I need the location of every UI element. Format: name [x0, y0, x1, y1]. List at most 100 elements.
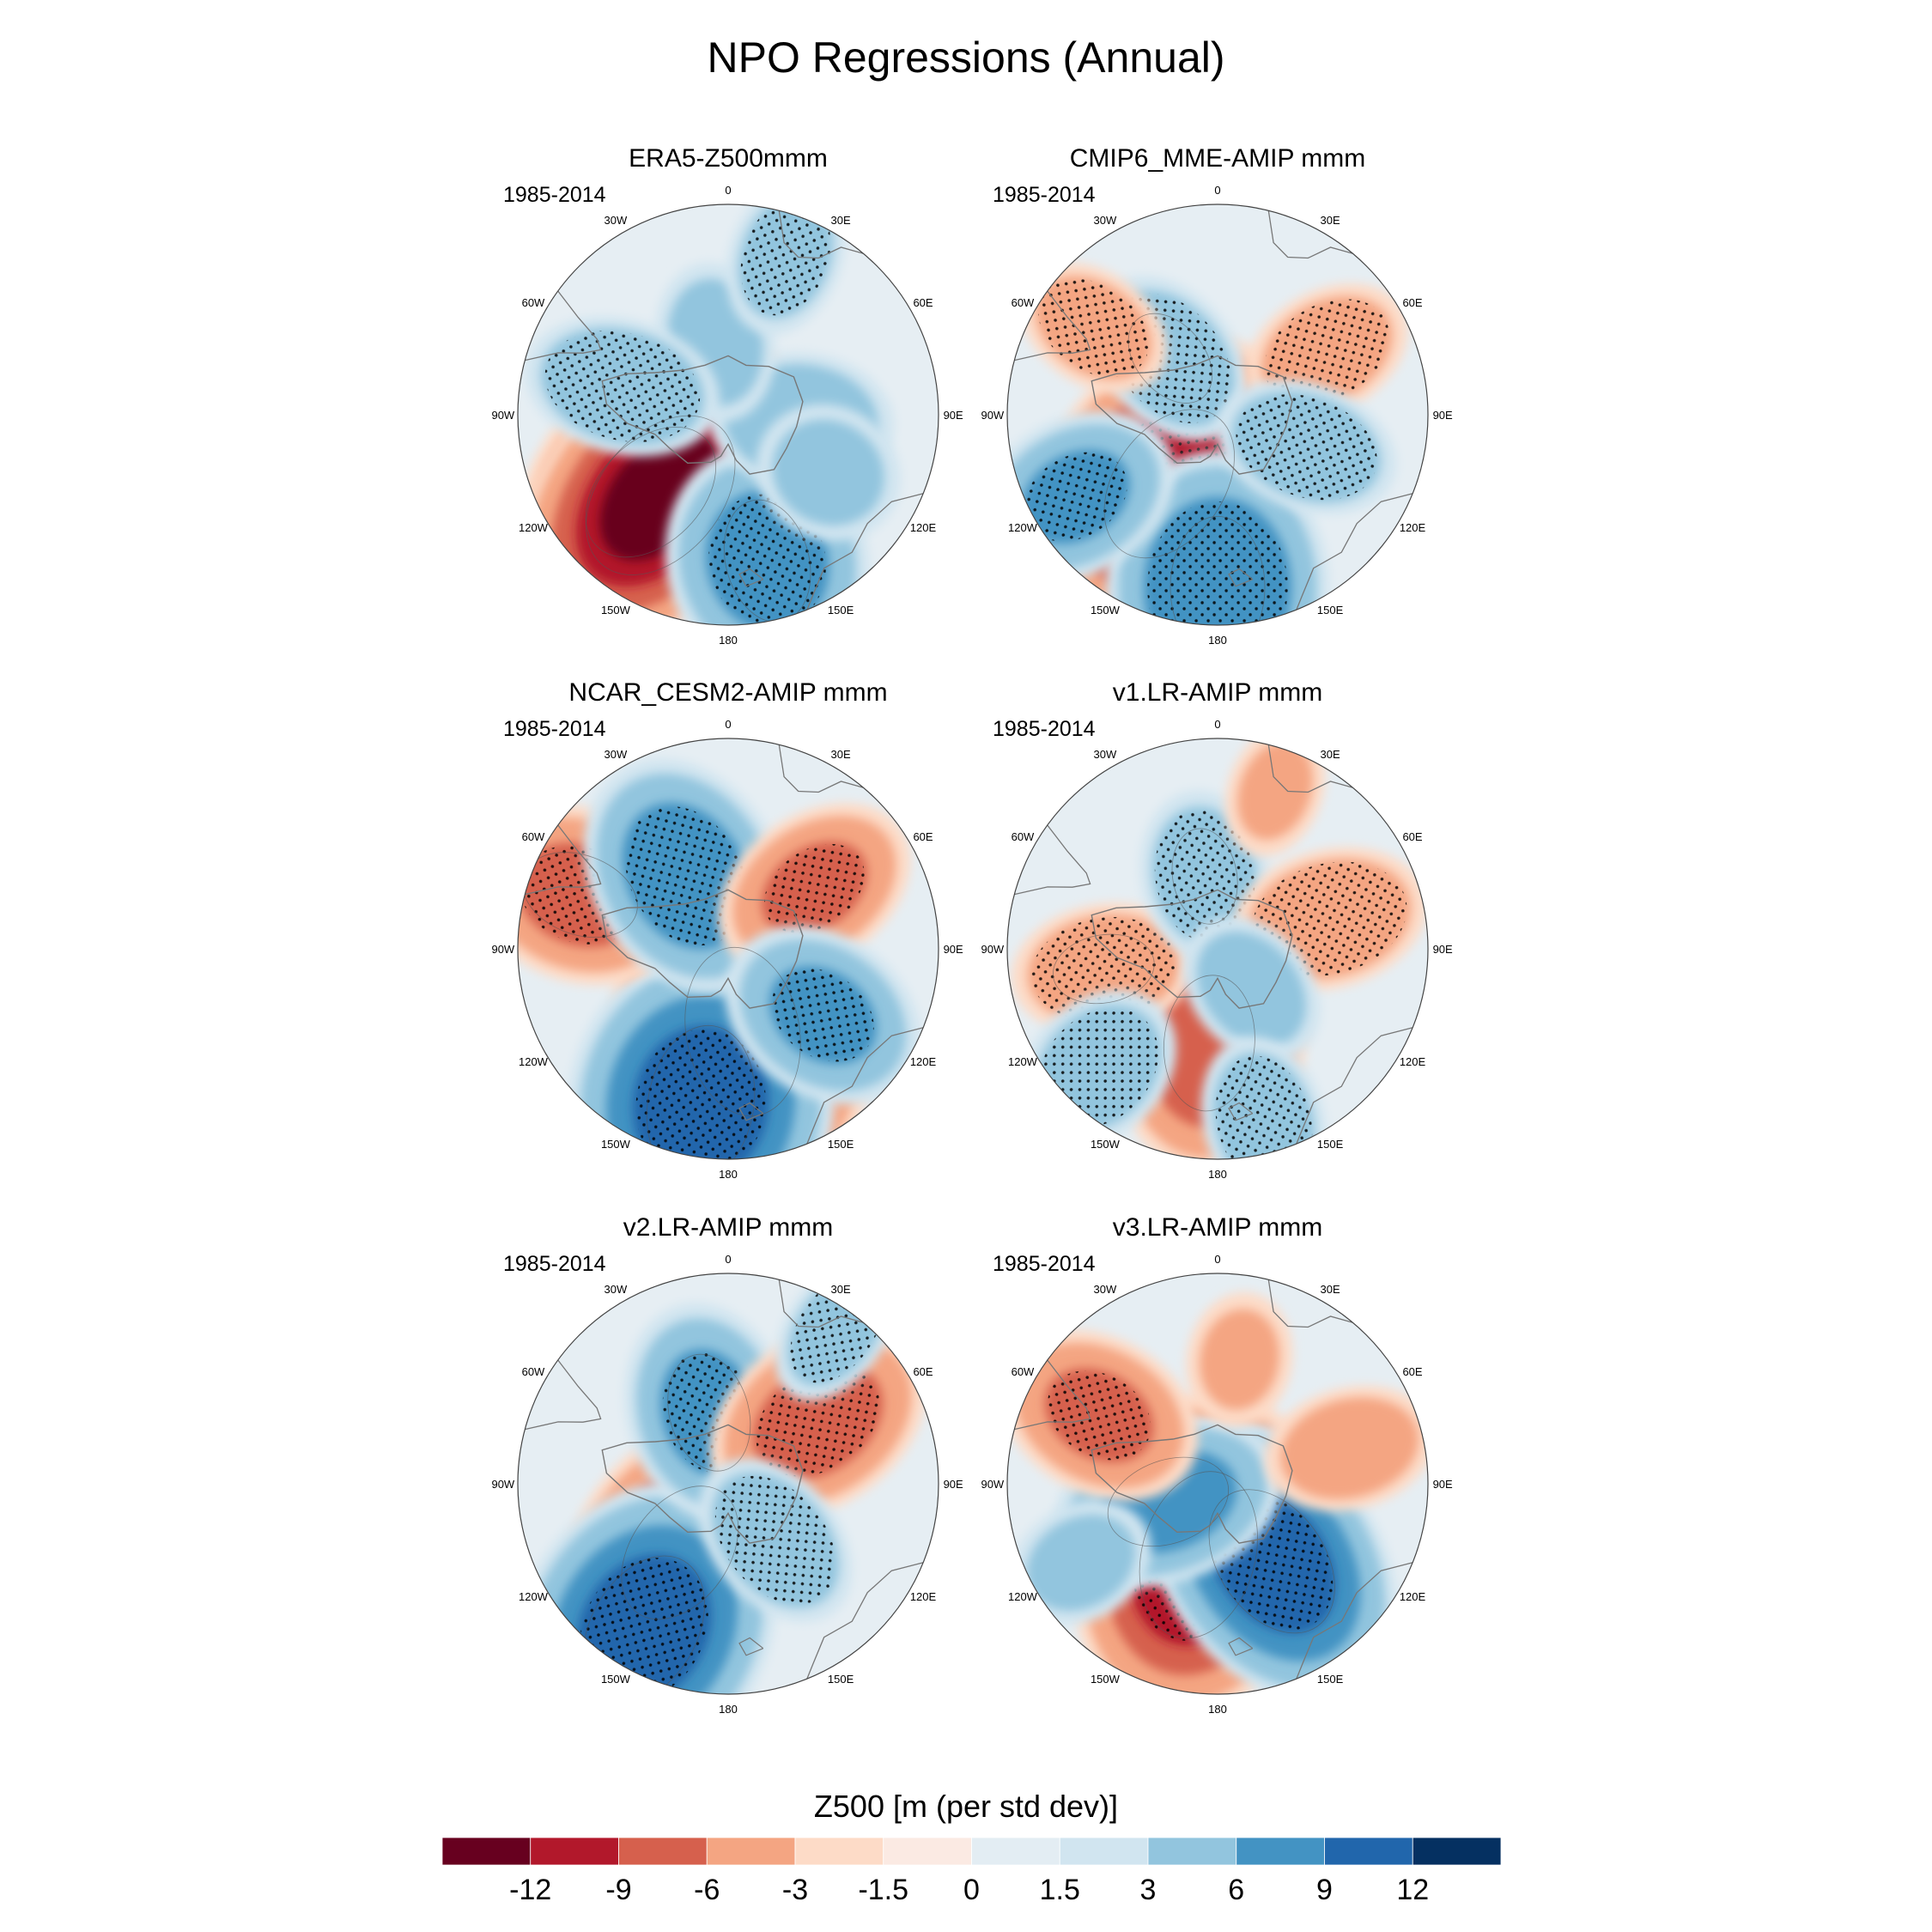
colorbar-swatch [1324, 1837, 1413, 1866]
longitude-label: 150E [828, 1138, 854, 1151]
longitude-label: 90E [944, 1478, 963, 1491]
longitude-label: 90E [944, 409, 963, 422]
longitude-label: 180 [1208, 1168, 1227, 1181]
colorbar-tick-label: 3 [1140, 1874, 1157, 1906]
longitude-label: 120E [910, 521, 937, 534]
map-boundary [1006, 1273, 1429, 1695]
new-zealand-coastline [738, 568, 764, 587]
south-america-coastline [525, 824, 602, 896]
antarctica-coastline [1091, 1424, 1293, 1544]
longitude-label: 60E [1402, 1365, 1422, 1378]
colorbar: -12 -9 -6 -3 -1.5 0 1.5 3 6 9 12 [441, 1837, 1502, 1906]
panel-period: 1985-2014 [503, 717, 606, 741]
longitude-label: 120E [1400, 1055, 1426, 1068]
colorbar-tick-label: -9 [605, 1874, 631, 1906]
australia-coastline [1296, 1027, 1413, 1145]
stippling [714, 1475, 836, 1605]
longitude-label: 0 [725, 184, 731, 197]
longitude-label: 90W [491, 409, 514, 422]
stippling [764, 843, 865, 933]
contour-line [1208, 1489, 1335, 1634]
longitude-label: 120E [1400, 1590, 1426, 1603]
stippling [756, 1365, 880, 1477]
map-boundary [517, 738, 939, 1160]
stippling [635, 1029, 766, 1159]
contour-line [646, 1024, 756, 1159]
new-zealand-coastline [738, 1102, 764, 1121]
new-zealand-coastline [1228, 568, 1254, 587]
colorbar-swatch [706, 1837, 796, 1866]
longitude-label: 60E [1402, 296, 1422, 309]
longitude-label: 150E [1317, 1673, 1344, 1686]
figure-title: NPO Regressions (Annual) [707, 33, 1225, 82]
colorbar-swatch [1412, 1837, 1502, 1866]
map-boundary [517, 1273, 939, 1695]
stippling [1154, 810, 1255, 943]
stippling [1236, 394, 1377, 501]
map-panel: ERA5-Z500mmm 1985-2014 0 30E 60E 90E 120E 150… [488, 144, 969, 651]
panel-title: ERA5-Z500mmm [629, 144, 828, 173]
contour-line [1171, 828, 1238, 925]
longitude-label: 30E [831, 748, 851, 761]
africa-coastline [1267, 210, 1353, 259]
longitude-label: 90W [491, 1478, 514, 1491]
polar-map: 0 30E 60E 90E 120E 150E 180 150W 120W 90W 60W 30W [981, 1253, 1453, 1716]
longitude-label: 30W [1094, 1283, 1117, 1296]
contour-line [1127, 313, 1213, 404]
panel-title: v3.LR-AMIP mmm [1112, 1213, 1323, 1242]
longitude-label: 180 [719, 1703, 738, 1716]
longitude-label: 120W [519, 1055, 549, 1068]
colorbar-tick-label: 9 [1316, 1874, 1333, 1906]
africa-coastline [778, 210, 864, 259]
longitude-label: 150E [828, 1673, 854, 1686]
africa-coastline [1267, 744, 1353, 793]
longitude-label: 90W [981, 943, 1004, 956]
south-america-coastline [1014, 290, 1091, 361]
map-panel: CMIP6_MME-AMIP mmm 1985-2014 0 30E 60E 90E 1… [977, 144, 1458, 651]
panel-title: v1.LR-AMIP mmm [1112, 678, 1323, 707]
antarctica-coastline [1091, 355, 1293, 475]
contour-line [583, 1555, 705, 1694]
longitude-label: 180 [719, 1168, 738, 1181]
australia-coastline [806, 1027, 924, 1145]
map-field [518, 1273, 939, 1694]
longitude-label: 60W [1012, 830, 1035, 843]
longitude-label: 30E [1321, 214, 1340, 227]
longitude-label: 0 [1214, 718, 1220, 731]
map-panel: v3.LR-AMIP mmm 1985-2014 0 30E 60E 90E 120E 1… [977, 1213, 1458, 1720]
contour-line [586, 415, 736, 575]
colorbar-swatch [1059, 1837, 1149, 1866]
longitude-label: 120W [1008, 1055, 1038, 1068]
colorbar-swatch [1236, 1837, 1325, 1866]
contour-level [1196, 931, 1307, 1047]
longitude-label: 0 [1214, 1253, 1220, 1266]
longitude-label: 150W [1091, 604, 1121, 617]
longitude-label: 0 [1214, 184, 1220, 197]
longitude-label: 120E [910, 1055, 937, 1068]
stippling [1147, 501, 1288, 625]
panel-period: 1985-2014 [503, 183, 606, 207]
polar-map: 0 30E 60E 90E 120E 150E 180 150W 120W 90W 60W 30W [491, 184, 963, 647]
longitude-label: 180 [1208, 634, 1227, 647]
contour-level [1280, 1397, 1419, 1500]
panel-title: NCAR_CESM2-AMIP mmm [568, 678, 888, 707]
colorbar-tick-label: -1.5 [858, 1874, 908, 1906]
longitude-label: 120E [1400, 521, 1426, 534]
longitude-label: 120W [1008, 1590, 1038, 1603]
panel-period: 1985-2014 [993, 1252, 1096, 1276]
south-america-coastline [1014, 1359, 1091, 1431]
contour-level [772, 419, 884, 526]
map-field [1007, 738, 1428, 1159]
longitude-label: 60W [1012, 1365, 1035, 1378]
colorbar-swatch [1147, 1837, 1237, 1866]
stippling [1038, 278, 1149, 378]
longitude-label: 30W [605, 748, 628, 761]
colorbar-swatch [971, 1837, 1060, 1866]
new-zealand-coastline [1228, 1637, 1254, 1656]
contour-line [1163, 975, 1255, 1112]
stippling [1024, 452, 1127, 542]
map-boundary [517, 204, 939, 626]
new-zealand-coastline [738, 1637, 764, 1656]
australia-coastline [806, 1562, 924, 1680]
colorbar-swatch [883, 1837, 972, 1866]
